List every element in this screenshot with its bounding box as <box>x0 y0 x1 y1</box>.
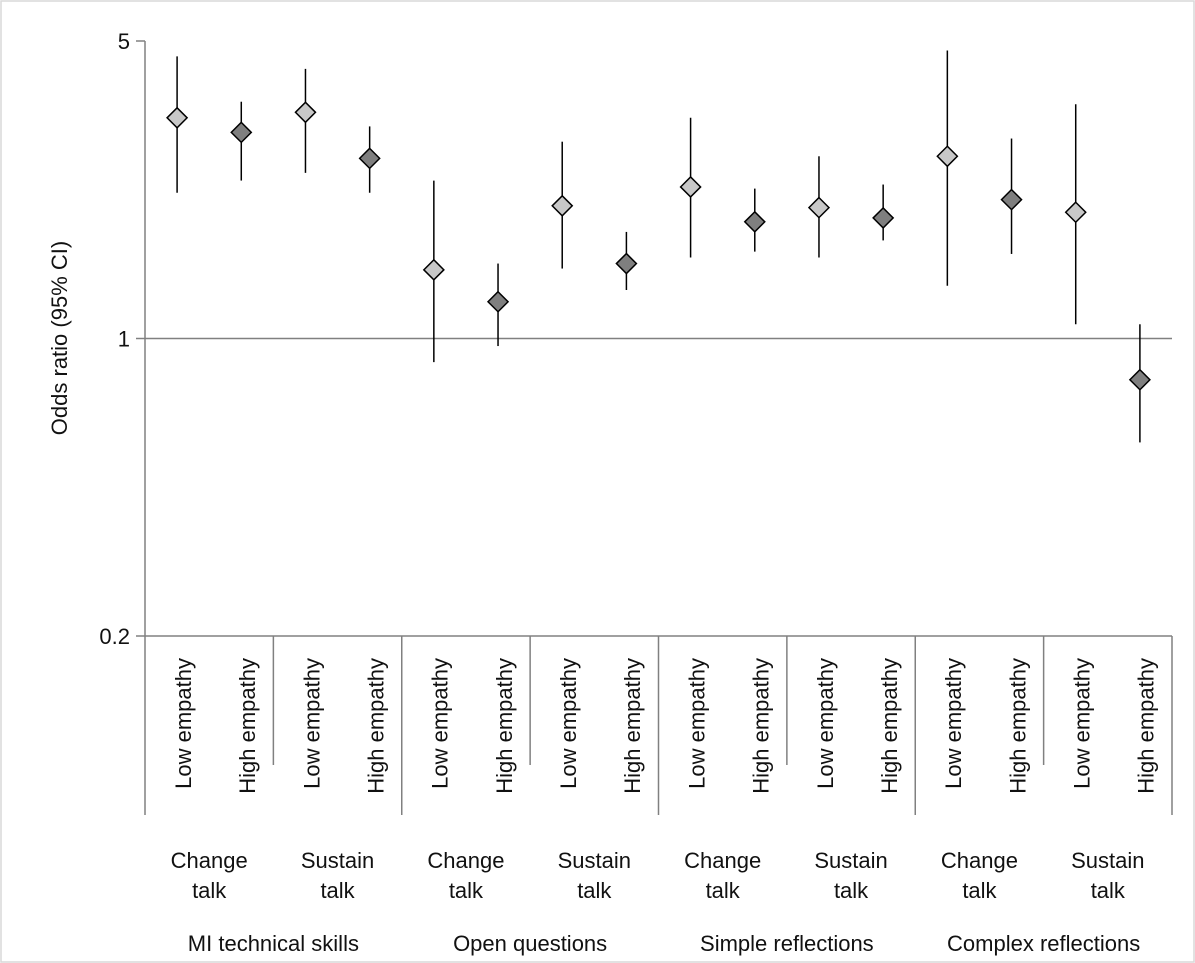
category-tick-label: High empathy <box>749 658 774 794</box>
category-tick-label: Low empathy <box>941 658 966 789</box>
point-estimate-marker <box>743 210 766 233</box>
subgroup-label: Change talk <box>427 848 504 903</box>
point-estimate-marker <box>166 106 189 129</box>
point-estimate-marker <box>551 194 574 217</box>
category-tick-label: Low empathy <box>556 658 581 789</box>
point-estimate-marker <box>294 101 317 124</box>
point-estimate-marker <box>230 121 253 144</box>
category-tick-label: Low empathy <box>171 658 196 789</box>
category-tick-label: Low empathy <box>1070 658 1095 789</box>
group-label: Complex reflections <box>947 931 1140 956</box>
category-tick-label: Low empathy <box>684 658 709 789</box>
category-tick-label: Low empathy <box>299 658 324 789</box>
point-estimate-marker <box>486 290 510 313</box>
group-label: Simple reflections <box>700 931 874 956</box>
subgroup-label: Sustain talk <box>301 848 374 903</box>
point-estimate-marker <box>936 145 959 168</box>
subgroup-label: Sustain talk <box>558 848 631 903</box>
category-tick-label: High empathy <box>1005 658 1030 794</box>
point-estimate-marker <box>872 206 895 229</box>
point-estimate-marker <box>807 196 831 219</box>
category-tick-label: High empathy <box>492 658 517 794</box>
subgroup-label: Sustain talk <box>814 848 887 903</box>
category-tick-label: Low empathy <box>428 658 453 789</box>
group-label: MI technical skills <box>188 931 359 956</box>
data-marks <box>166 50 1151 443</box>
group-label: Open questions <box>453 931 607 956</box>
category-tick-label: High empathy <box>1134 658 1159 794</box>
point-estimate-marker <box>422 258 445 281</box>
point-estimate-marker <box>679 175 702 199</box>
category-labels: Low empathy High empathy Low empathy High e… <box>171 658 1159 956</box>
point-estimate-marker <box>1064 201 1087 224</box>
y-axis-title: Odds ratio (95% CI) <box>47 241 72 435</box>
category-tick-label: High empathy <box>877 658 902 794</box>
category-tick-label: Low empathy <box>813 658 838 789</box>
point-estimate-marker <box>615 252 638 275</box>
category-tick-label: High empathy <box>620 658 645 794</box>
y-tick-label: 5 <box>118 29 130 54</box>
y-tick-label: 1 <box>118 327 130 352</box>
point-estimate-marker <box>1128 368 1151 391</box>
subgroup-label: Change talk <box>941 848 1018 903</box>
subgroup-label: Change talk <box>684 848 761 903</box>
point-estimate-marker <box>1000 188 1023 211</box>
category-tick-label: High empathy <box>235 658 260 794</box>
category-tick-label: High empathy <box>363 658 388 794</box>
subgroup-label: Change talk <box>171 848 248 903</box>
axes-layer: 0.2 1 5 <box>99 29 1173 815</box>
subgroup-label: Sustain talk <box>1071 848 1144 903</box>
y-tick-label: 0.2 <box>99 624 130 649</box>
point-estimate-marker <box>358 147 381 170</box>
